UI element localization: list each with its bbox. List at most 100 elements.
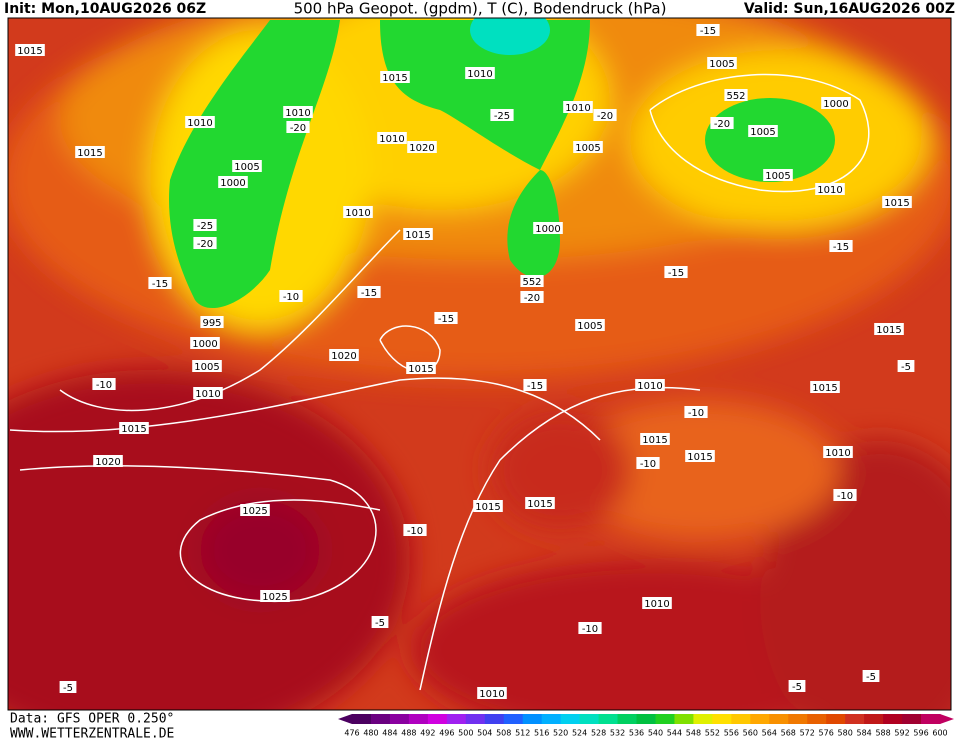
isobar-label-box: [403, 228, 433, 240]
isobar-label: 1005: [577, 321, 602, 332]
isobar-label: 1010: [817, 185, 842, 196]
colorbar-swatch: [579, 714, 600, 724]
isobar-label-box: [190, 337, 220, 349]
isobar-label: 1010: [467, 69, 492, 80]
colorbar-tick-label: 524: [572, 729, 587, 738]
isotherm-label-box: [357, 286, 381, 298]
colorbar-swatch: [864, 714, 884, 724]
isotherm-label: -5: [63, 683, 73, 694]
colorbar-swatch: [769, 714, 789, 724]
colorbar-tick-label: 528: [591, 729, 606, 738]
isotherm-label-box: [286, 121, 310, 133]
colorbar-tick-label: 552: [705, 729, 720, 738]
isotherm-label-box: [696, 24, 720, 36]
isobar-label-box: [635, 379, 665, 391]
isobar-label-box: [377, 132, 407, 144]
isobar-label: 1000: [535, 224, 560, 235]
isobar-label: 1015: [121, 424, 146, 435]
isobar-label: 1005: [750, 127, 775, 138]
colorbar-swatch: [560, 714, 581, 724]
isobar-label: 1010: [187, 118, 212, 129]
colorbar-swatch: [826, 714, 846, 724]
isobar-label: 1010: [345, 208, 370, 219]
isobar-label: 1010: [195, 389, 220, 400]
colorbar-tick-label: 504: [477, 729, 492, 738]
isobar-label-box: [573, 141, 603, 153]
isobar-label-box: [329, 349, 359, 361]
low-region: [705, 98, 835, 182]
isotherm-label: -25: [197, 221, 213, 232]
isotherm-label: -15: [438, 314, 454, 325]
isotherm-label-box: [193, 219, 217, 231]
isotherm-label: -10: [688, 408, 704, 419]
colorbar-swatch: [750, 714, 770, 724]
colorbar-tick-label: 544: [667, 729, 682, 738]
colorbar-arrow: [940, 714, 954, 724]
isotherm-label-box: [434, 312, 458, 324]
isobar-label-box: [473, 500, 503, 512]
website: WWW.WETTERZENTRALE.DE: [10, 727, 174, 741]
isobar-label: 1025: [262, 592, 287, 603]
colorbar-swatch: [636, 714, 656, 724]
isobar-label-box: [707, 57, 737, 69]
isobar-label-box: [874, 323, 904, 335]
isotherm-label: -5: [792, 682, 802, 693]
colorbar-tick-label: 476: [344, 729, 359, 738]
colorbar-tick-label: 564: [762, 729, 777, 738]
colorbar-swatch: [693, 714, 713, 724]
isobar-label: 1020: [409, 143, 434, 154]
isobar-label: 1020: [331, 351, 356, 362]
isobar-label: 1015: [642, 435, 667, 446]
isobar-label-box: [380, 71, 410, 83]
isobar-label: 1005: [709, 59, 734, 70]
height-label-box: [520, 275, 544, 287]
isobar-label: 1015: [17, 46, 42, 57]
isobar-label-box: [283, 106, 313, 118]
colorbar-tick-label: 560: [743, 729, 758, 738]
low-core: [470, 18, 550, 55]
isobar-label-box: [193, 387, 223, 399]
low-region: [380, 20, 590, 278]
isobar-label-box: [75, 146, 105, 158]
isotherm-label: -5: [866, 672, 876, 683]
isotherm-label: -10: [407, 526, 423, 537]
isotherm-label-box: [578, 622, 602, 634]
isobar-label: 1015: [876, 325, 901, 336]
colorbar-swatch: [408, 714, 429, 724]
isobar-label: 1015: [382, 73, 407, 84]
isobar-label: 1000: [823, 99, 848, 110]
colorbar-swatch: [617, 714, 638, 724]
isotherm-label: -15: [668, 268, 684, 279]
isobar-label: 995: [202, 318, 221, 329]
colorbar-swatch: [389, 714, 410, 724]
isotherm-label-box: [664, 266, 688, 278]
isobar-label-box: [525, 497, 555, 509]
map-labels: 1015 1010 1015 1010 1005 1000 1010 1015 1010 1020…: [15, 24, 915, 700]
colorbar-swatch: [731, 714, 751, 724]
isobar-label-box: [563, 101, 593, 113]
map-title: 500 hPa Geopot. (gpdm), T (C), Bodendruc…: [294, 0, 667, 18]
colorbar: 476 480 484 488 492 496 500 504 508 512 516 520 524 5…: [338, 714, 954, 738]
init-time: Init: Mon,10AUG2026 06Z: [4, 1, 206, 17]
isotherm-label: -15: [700, 26, 716, 37]
isobar-label: 1015: [687, 452, 712, 463]
isobar-label: 1010: [479, 689, 504, 700]
isotherm-label-box: [371, 616, 389, 628]
colorbar-swatch: [465, 714, 486, 724]
colorbar-swatch: [446, 714, 467, 724]
isobar-label: 1000: [192, 339, 217, 350]
isotherm-label: -10: [640, 459, 656, 470]
colorbar-tick-label: 488: [401, 729, 416, 738]
colorbar-tick-label: 484: [382, 729, 397, 738]
isobar-label-box: [477, 687, 507, 699]
isotherm-label-box: [403, 524, 427, 536]
isobar-label-box: [218, 176, 248, 188]
isotherm-label: -15: [833, 242, 849, 253]
isobar-label-box: [343, 206, 373, 218]
isotherm-label-box: [829, 240, 853, 252]
colorbar-swatch: [674, 714, 694, 724]
isotherm-label-box: [593, 109, 617, 121]
colorbar-swatch: [902, 714, 922, 724]
isotherm-label-box: [193, 237, 217, 249]
isobar-label: 1005: [575, 143, 600, 154]
